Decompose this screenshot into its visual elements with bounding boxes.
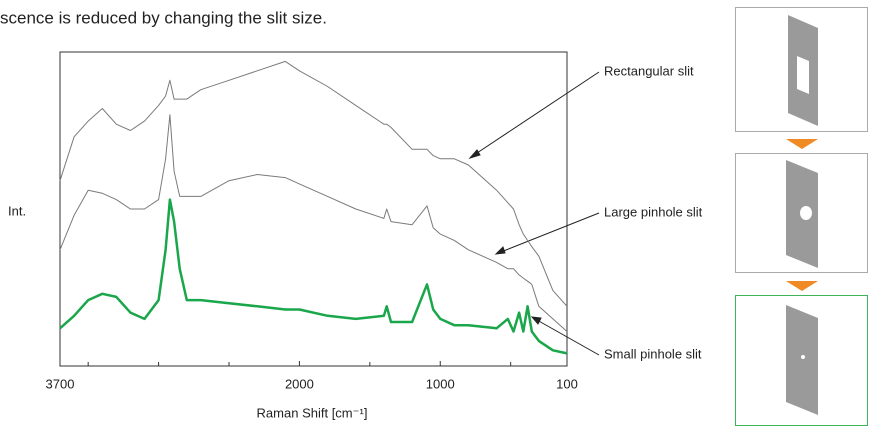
arrow-head <box>530 316 542 325</box>
x-tick-label: 100 <box>556 376 578 391</box>
arrow-head <box>494 246 506 255</box>
arrow <box>500 212 600 253</box>
x-tick-label: 1000 <box>426 376 455 391</box>
x-tick-label: 3700 <box>46 376 75 391</box>
x-axis-label: Raman Shift [cm⁻¹] <box>257 405 368 420</box>
arrow-down <box>786 139 818 149</box>
x-tick-label: 2000 <box>285 376 314 391</box>
small-pinhole <box>801 355 805 359</box>
annotation: Large pinhole slit <box>604 204 703 219</box>
slit-panels <box>735 7 868 426</box>
arrow <box>473 71 600 156</box>
annotation: Rectangular slit <box>604 63 694 78</box>
plot-frame <box>59 51 568 367</box>
chart-title: scence is reduced by changing the slit s… <box>0 8 327 27</box>
arrow-down <box>786 281 818 291</box>
rectangular-slit <box>797 56 809 94</box>
series-line <box>59 60 568 307</box>
series-line <box>59 114 568 332</box>
annotation: Small pinhole slit <box>604 346 702 361</box>
annotation-arrows <box>468 71 600 356</box>
arrow-head <box>468 149 481 159</box>
slit-plate <box>786 305 818 415</box>
y-axis-label: Int. <box>8 203 26 218</box>
large-pinhole <box>800 206 812 220</box>
series-line <box>59 198 568 355</box>
arrow <box>536 319 600 356</box>
